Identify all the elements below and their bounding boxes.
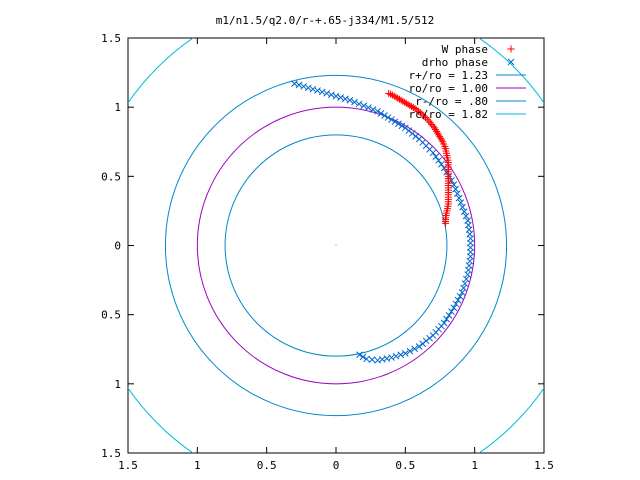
drho-phase-point <box>456 292 464 300</box>
drho-phase-point <box>363 355 370 363</box>
y-tick-label: 0 <box>114 240 121 253</box>
drho-phase-point <box>365 104 372 111</box>
drho-phase-point <box>461 280 469 287</box>
circle-series <box>224 134 448 357</box>
drho-phase-point <box>452 300 460 308</box>
drho-phase-point <box>332 92 340 100</box>
drho-phase-point <box>377 110 385 117</box>
drho-phase-point <box>381 112 388 119</box>
drho-phase-point <box>369 106 377 113</box>
drho-phase-point <box>328 91 335 99</box>
w-phase-point <box>423 115 431 123</box>
drho-phase-point <box>457 199 465 206</box>
drho-phase-point <box>318 88 326 96</box>
w-phase-point <box>425 117 433 125</box>
drho-phase-point <box>406 347 414 355</box>
drho-phase-point <box>460 284 467 292</box>
drho-phase-point <box>304 84 312 92</box>
y-tick-label: 0.5 <box>101 309 121 322</box>
drho-phase-point <box>384 114 392 121</box>
x-tick-label: 0.5 <box>257 459 277 472</box>
x-tick-label: 0 <box>333 459 340 472</box>
drho-phase-point <box>300 83 307 90</box>
drho-phase-point <box>395 120 402 128</box>
drho-phase-point <box>440 164 448 172</box>
drho-phase-point <box>443 315 450 323</box>
w-phase-point <box>421 114 429 122</box>
drho-phase-point <box>314 87 321 94</box>
drho-phase-point <box>346 96 354 104</box>
x-tick-label: 1.5 <box>534 459 554 472</box>
legend-label: drho phase <box>422 56 488 69</box>
circle-series <box>164 74 508 417</box>
y-tick-label: 1.5 <box>101 32 121 45</box>
legend-swatch <box>507 45 515 53</box>
drho-phase-point <box>359 353 367 361</box>
drho-phase-point <box>458 289 466 296</box>
y-tick-label: 1.5 <box>101 447 121 460</box>
drho-phase-point <box>337 94 344 101</box>
w-phase-point <box>420 112 428 120</box>
legend-label: r+/ro = 1.23 <box>409 69 488 82</box>
drho-phase-point <box>462 275 470 283</box>
w-phase-point <box>426 119 434 127</box>
drho-phase-point <box>356 351 363 359</box>
drho-phase-point <box>452 185 459 193</box>
drho-phase-point <box>432 153 440 160</box>
drho-phase-point <box>388 116 395 123</box>
drho-phase-point <box>351 98 358 106</box>
drho-phase-point <box>462 212 470 220</box>
drho-phase-point <box>374 107 381 115</box>
drho-phase-point <box>295 81 303 89</box>
drho-phase-point <box>464 271 472 278</box>
drho-phase-point <box>323 89 331 97</box>
legend-swatch <box>507 58 515 66</box>
drho-phase-point <box>398 122 406 130</box>
drho-phase-point <box>459 203 466 211</box>
drho-phase-point <box>397 351 405 359</box>
w-phase-point <box>392 93 400 101</box>
drho-phase-point <box>450 181 458 188</box>
drho-phase-point <box>368 356 376 363</box>
drho-phase-point <box>450 304 458 312</box>
drho-phase-point <box>401 350 409 357</box>
drho-phase-point <box>411 345 418 353</box>
origin-marker <box>335 244 337 246</box>
drho-phase-point <box>355 100 363 108</box>
drho-phase-point <box>341 95 349 103</box>
y-tick-label: 1 <box>114 378 121 391</box>
w-phase-point <box>385 89 393 97</box>
legend-label: ro/ro = 1.00 <box>409 82 488 95</box>
drho-phase-point <box>435 157 442 164</box>
x-tick-label: 0.5 <box>395 459 415 472</box>
x-tick-label: 1.5 <box>118 459 138 472</box>
chart-title: m1/n1.5/q2.0/r-+.65-j334/M1.5/512 <box>216 14 435 27</box>
drho-phase-point <box>448 308 455 315</box>
circle-series <box>196 106 476 385</box>
drho-phase-point <box>455 194 463 202</box>
x-tick-label: 1 <box>194 459 201 472</box>
drho-phase-point <box>438 160 445 168</box>
drho-phase-point <box>454 296 462 304</box>
drho-phase-point <box>445 312 453 319</box>
drho-phase-point <box>460 208 468 215</box>
drho-phase-point <box>391 118 399 126</box>
x-tick-label: 1 <box>471 459 478 472</box>
circle-series <box>128 38 544 453</box>
y-tick-label: 1 <box>114 101 121 114</box>
drho-phase-point <box>415 343 423 350</box>
legend-label: r-/ro = .80 <box>415 95 488 108</box>
drho-phase-point <box>392 352 400 360</box>
drho-phase-point <box>309 85 317 93</box>
drho-phase-point <box>453 190 461 197</box>
legend-label: W phase <box>442 43 488 56</box>
drho-phase-point <box>291 80 298 88</box>
drho-phase-point <box>360 102 368 110</box>
y-tick-label: 0.5 <box>101 170 121 183</box>
legend-label: rc/ro = 1.82 <box>409 108 488 121</box>
drho-phase-point <box>429 149 437 157</box>
drho-phase-point <box>374 356 381 364</box>
